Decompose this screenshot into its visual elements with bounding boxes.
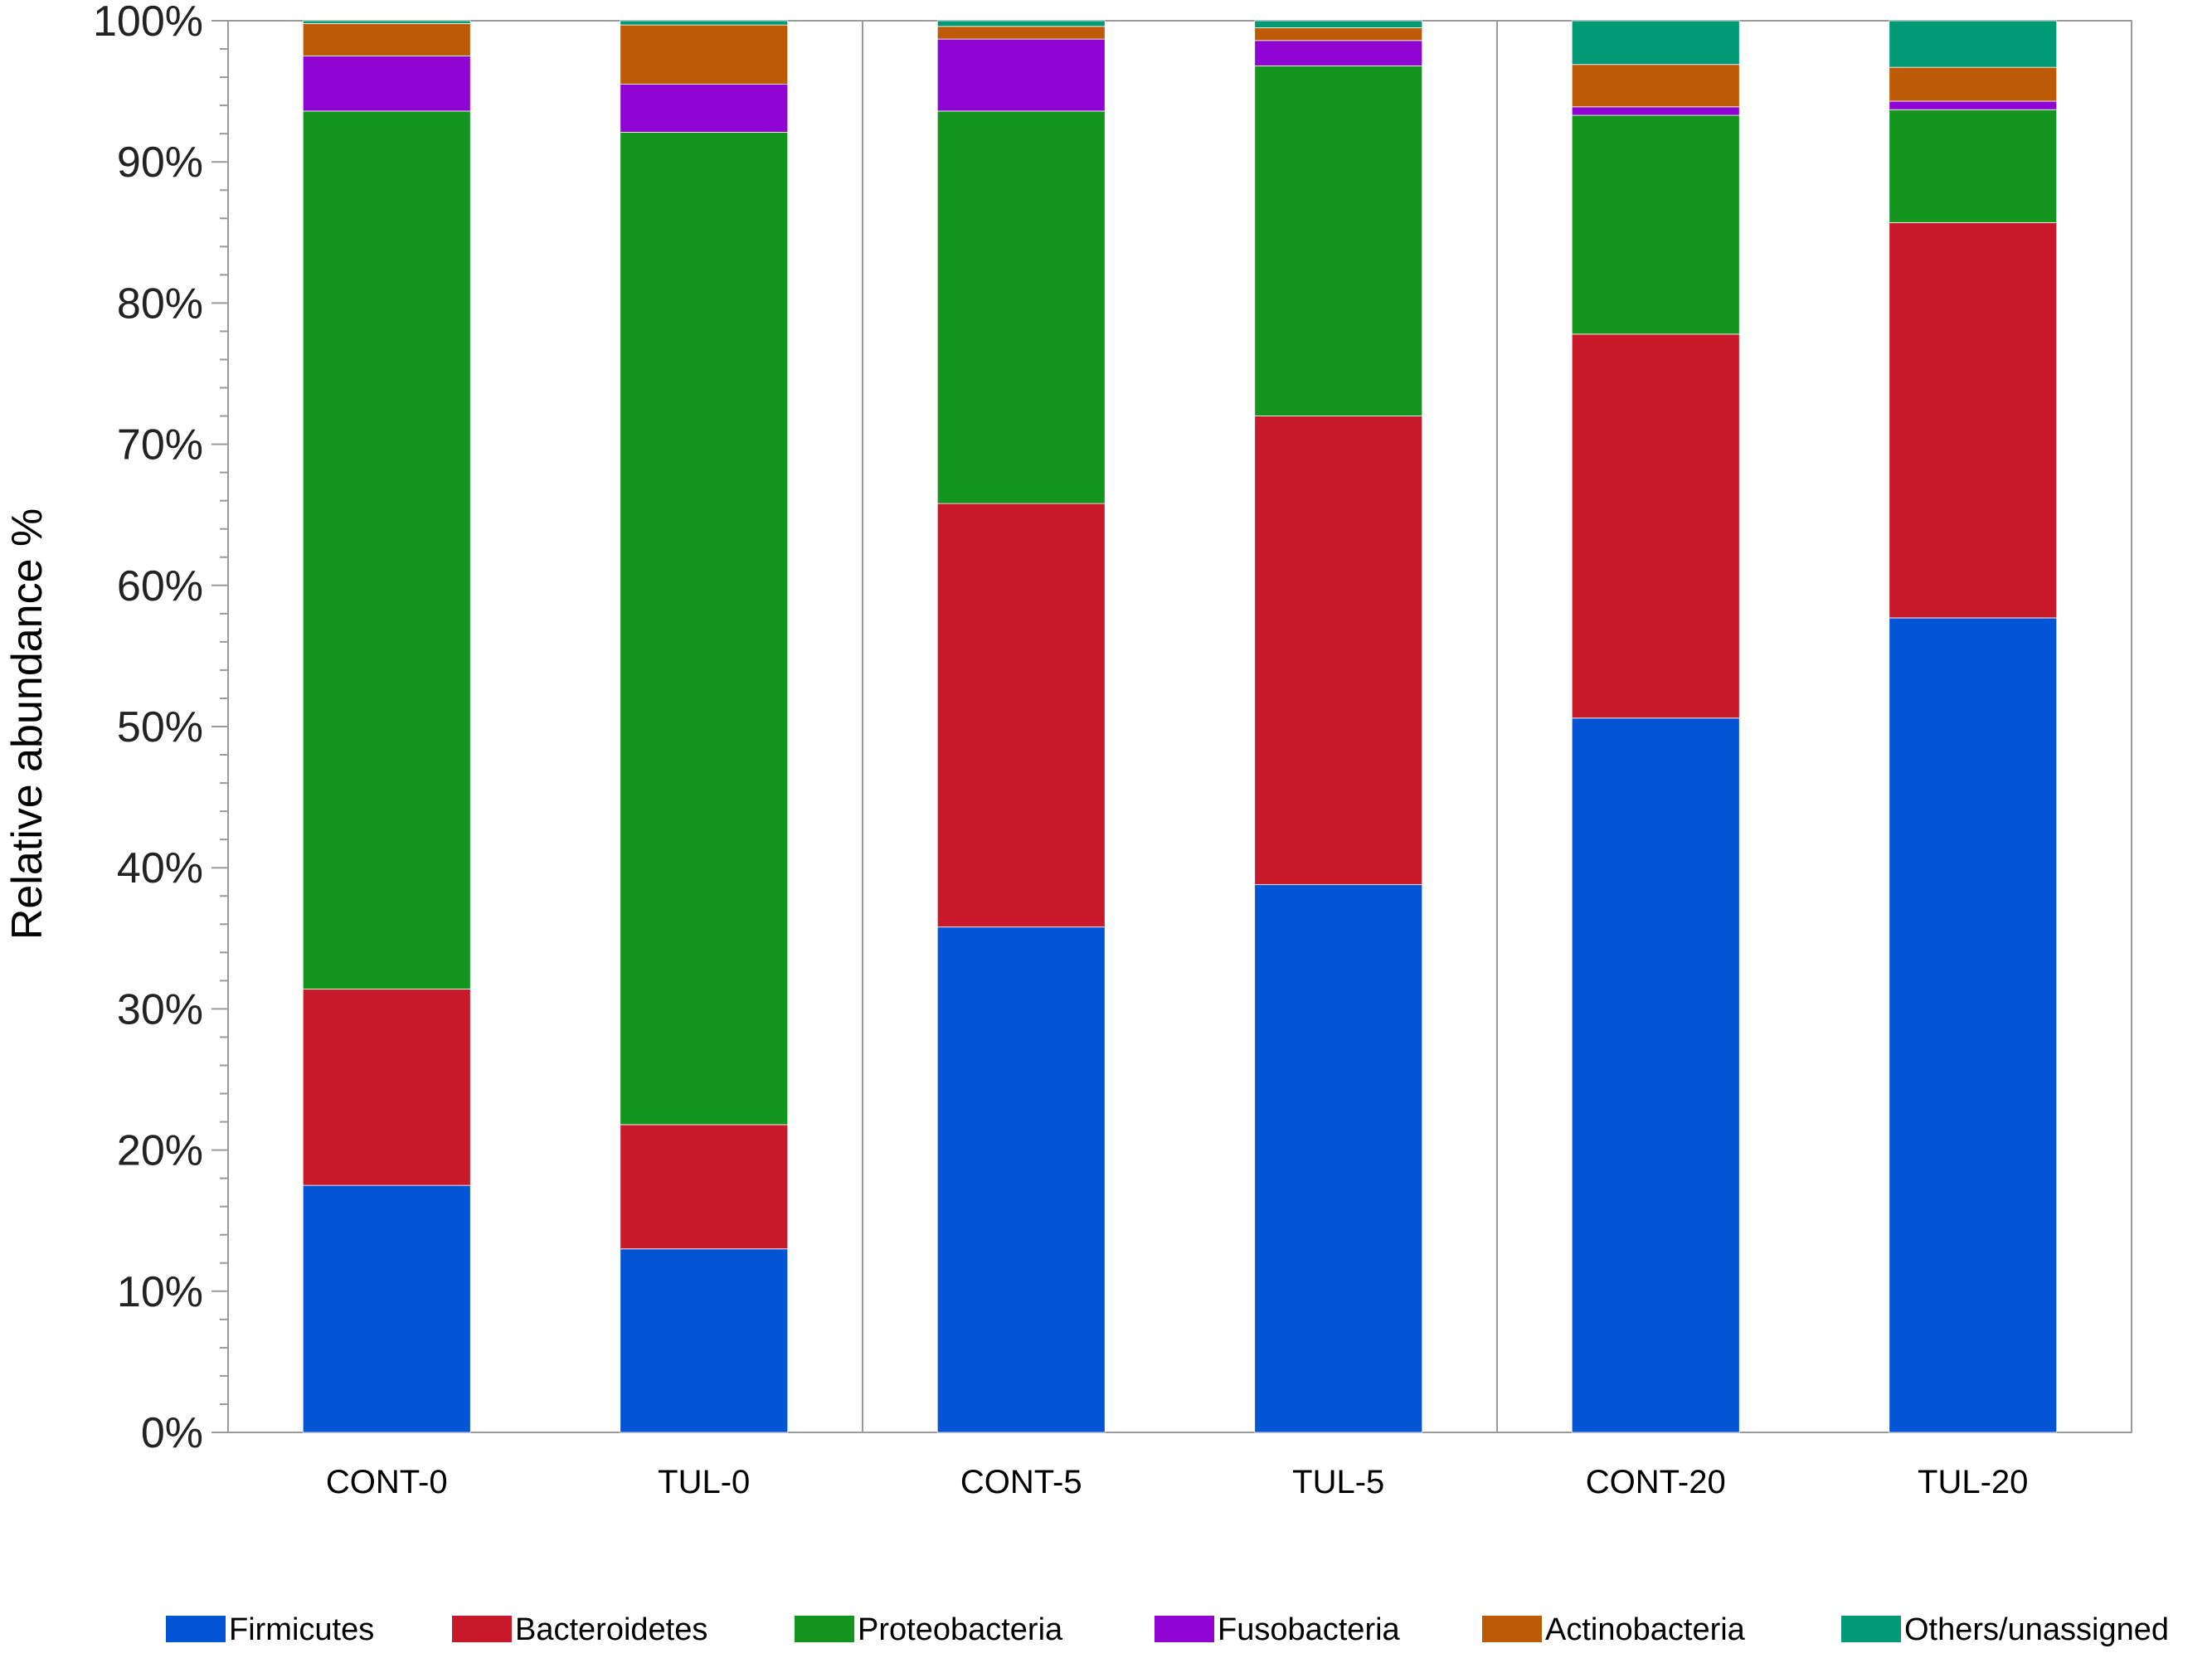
legend-item: Proteobacteria: [795, 1612, 1063, 1647]
legend-swatch: [1482, 1616, 1542, 1642]
bar-segment: [936, 926, 1106, 1433]
bar-segment: [620, 1124, 789, 1250]
bar-segment: [1571, 20, 1740, 66]
y-tick-label: 60%: [117, 562, 203, 610]
bar-segment: [1254, 20, 1423, 28]
y-tick-label: 80%: [117, 280, 203, 328]
bar-segment: [620, 20, 789, 26]
bar-stack: [302, 20, 471, 1433]
y-axis-title: Relative abundance %: [3, 508, 51, 940]
legend-item: Firmicutes: [166, 1612, 374, 1647]
legend-swatch: [1155, 1616, 1214, 1642]
bars: [302, 20, 2058, 1433]
bar-stack: [1254, 20, 1423, 1433]
legend-item: Others/unassigned: [1841, 1612, 2169, 1647]
bar-stack: [1889, 20, 2058, 1433]
bar-segment: [1571, 106, 1740, 116]
bar-segment: [302, 989, 471, 1186]
bar-segment: [1889, 617, 2058, 1433]
bar-segment: [302, 110, 471, 989]
bar-segment: [1889, 66, 2058, 102]
x-tick-label: CONT-0: [326, 1464, 448, 1500]
legend-label: Proteobacteria: [858, 1612, 1063, 1647]
bar-segment: [1254, 884, 1423, 1433]
bar-segment: [1254, 40, 1423, 66]
legend-label: Others/unassigned: [1904, 1612, 2169, 1647]
legend-swatch: [1841, 1616, 1901, 1642]
legend-label: Firmicutes: [229, 1612, 374, 1647]
bar-segment: [620, 24, 789, 85]
legend-label: Bacteroidetes: [515, 1612, 707, 1647]
bar-segment: [1889, 109, 2058, 223]
bar-segment: [302, 20, 471, 24]
bar-segment: [1254, 66, 1423, 416]
bar-segment: [936, 110, 1106, 504]
bar-segment: [936, 20, 1106, 27]
bar-segment: [620, 132, 789, 1126]
bar-segment: [302, 1184, 471, 1433]
x-tick-label: TUL-5: [1292, 1464, 1384, 1500]
bar-segment: [1889, 221, 2058, 619]
y-tick-label: 100%: [93, 0, 203, 46]
y-tick-label: 50%: [117, 703, 203, 751]
bar-segment: [1571, 114, 1740, 335]
bar-segment: [1571, 64, 1740, 108]
x-tick-label: CONT-20: [1586, 1464, 1726, 1500]
y-tick-label: 30%: [117, 985, 203, 1033]
y-tick-label: 10%: [117, 1268, 203, 1316]
bar-stack: [936, 20, 1106, 1433]
bar-segment: [302, 56, 471, 112]
legend-swatch: [795, 1616, 854, 1642]
legend-swatch: [452, 1616, 512, 1642]
y-tick-label: 40%: [117, 844, 203, 892]
x-tick-label: TUL-20: [1918, 1464, 2028, 1500]
bar-segment: [620, 84, 789, 133]
bar-stack: [1571, 20, 1740, 1433]
legend-swatch: [166, 1616, 226, 1642]
y-tick-label: 20%: [117, 1127, 203, 1175]
x-axis: CONT-0 TUL-0 CONT-5 TUL-5 CONT-20 TUL-20: [326, 1464, 2029, 1500]
bar-stack: [620, 20, 789, 1433]
bar-segment: [302, 23, 471, 56]
legend: Firmicutes Bacteroidetes Proteobacteria Fus…: [166, 1612, 2169, 1647]
bar-segment: [620, 1248, 789, 1433]
x-tick-label: CONT-5: [960, 1464, 1082, 1500]
bar-segment: [1254, 416, 1423, 886]
legend-label: Fusobacteria: [1218, 1612, 1401, 1647]
bar-segment: [1254, 27, 1423, 41]
plot-frame: [227, 20, 2132, 1433]
y-tick-label: 90%: [117, 139, 203, 187]
bar-segment: [1889, 100, 2058, 110]
legend-item: Actinobacteria: [1482, 1612, 1746, 1647]
bar-segment: [936, 26, 1106, 40]
legend-item: Fusobacteria: [1155, 1612, 1401, 1647]
legend-label: Actinobacteria: [1545, 1612, 1746, 1647]
y-axis: 0% 10% 20% 30% 40% 50% 60% 70% 80% 90% 100%: [93, 0, 228, 1457]
bar-segment: [936, 503, 1106, 928]
bar-segment: [1889, 20, 2058, 68]
y-tick-label: 70%: [117, 421, 203, 469]
bar-segment: [936, 38, 1106, 112]
plot-border: [227, 20, 2132, 1433]
legend-item: Bacteroidetes: [452, 1612, 707, 1647]
bar-segment: [1571, 717, 1740, 1433]
y-tick-label: 0%: [141, 1409, 203, 1457]
x-tick-label: TUL-0: [658, 1464, 750, 1500]
bar-segment: [1571, 333, 1740, 719]
